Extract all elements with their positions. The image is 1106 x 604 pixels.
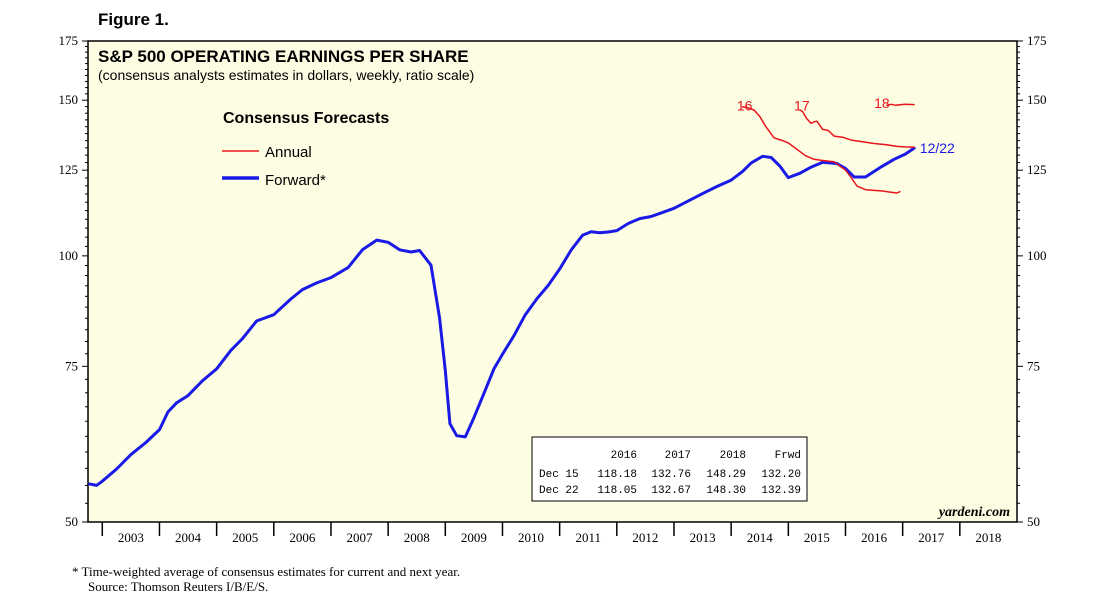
y-tick-label-left: 50 xyxy=(65,514,78,529)
source-credit: yardeni.com xyxy=(937,505,1010,520)
y-tick-label-right: 50 xyxy=(1027,514,1040,529)
data-table-border xyxy=(531,436,808,502)
x-tick-label: 2004 xyxy=(175,530,202,545)
table-header-cell: 2017 xyxy=(665,450,691,462)
series-annotation: 16 xyxy=(737,97,753,113)
y-tick-label-left: 75 xyxy=(65,358,78,373)
x-tick-label: 2008 xyxy=(404,530,430,545)
series-annotation: 12/22 xyxy=(920,140,955,156)
y-tick-label-left: 150 xyxy=(59,92,79,107)
x-tick-label: 2010 xyxy=(518,530,544,545)
x-tick-label: 2006 xyxy=(289,530,316,545)
y-tick-label-right: 125 xyxy=(1027,162,1047,177)
table-cell: 148.29 xyxy=(706,469,746,481)
axes: 50 50 75 75 100 100 125 125 150 150 175 175 2003 2004… xyxy=(59,33,1047,545)
y-tick-label-left: 125 xyxy=(59,162,79,177)
chart-title: S&P 500 OPERATING EARNINGS PER SHARE xyxy=(98,47,469,66)
x-tick-label: 2011 xyxy=(575,530,601,545)
y-tick-label-right: 175 xyxy=(1027,33,1047,48)
x-tick-label: 2005 xyxy=(232,530,258,545)
y-tick-label-right: 100 xyxy=(1027,248,1047,263)
annual-series-line-17 xyxy=(799,109,915,148)
footnote: * Time-weighted average of consensus est… xyxy=(72,564,460,594)
y-tick-label-right: 75 xyxy=(1027,358,1040,373)
legend-label-forward: Forward* xyxy=(265,172,326,189)
annotations: 16 17 18 12/22 xyxy=(737,95,955,156)
x-tick-label: 2016 xyxy=(861,530,888,545)
series-lines xyxy=(88,103,916,487)
table-cell: 118.05 xyxy=(597,485,637,497)
x-tick-label: 2003 xyxy=(118,530,144,545)
table-row-label: Dec 22 xyxy=(539,485,579,497)
table-cell: 132.76 xyxy=(651,469,691,481)
annual-series-line-16 xyxy=(741,106,901,194)
table-cell: 148.30 xyxy=(706,485,746,497)
table-cell: 132.39 xyxy=(761,485,801,497)
footnote-line: * Time-weighted average of consensus est… xyxy=(72,564,461,579)
y-tick-label-left: 100 xyxy=(59,248,79,263)
legend-label-annual: Annual xyxy=(265,144,312,161)
x-tick-label: 2013 xyxy=(690,530,716,545)
x-tick-label: 2009 xyxy=(461,530,487,545)
source-line: Source: Thomson Reuters I/B/E/S. xyxy=(88,579,269,594)
table-cell: 132.20 xyxy=(761,469,801,481)
table-cell: 118.18 xyxy=(597,469,637,481)
table-cell: 132.67 xyxy=(651,485,691,497)
y-tick-label-left: 175 xyxy=(59,33,79,48)
table-row-label: Dec 15 xyxy=(539,469,579,481)
chart-subtitle: (consensus analysts estimates in dollars… xyxy=(98,67,474,83)
table-header-cell: 2018 xyxy=(720,450,746,462)
figure-label: Figure 1. xyxy=(98,10,169,29)
series-annotation: 18 xyxy=(874,95,890,111)
x-tick-label: 2015 xyxy=(804,530,830,545)
legend-title: Consensus Forecasts xyxy=(223,110,389,127)
series-annotation: 17 xyxy=(794,97,810,113)
x-tick-label: 2007 xyxy=(347,530,374,545)
table-header-cell: Frwd xyxy=(775,450,801,462)
table-header-cell: 2016 xyxy=(611,450,637,462)
x-tick-label: 2018 xyxy=(975,530,1001,545)
y-tick-label-right: 150 xyxy=(1027,92,1047,107)
x-tick-label: 2014 xyxy=(747,530,774,545)
forward-series-line xyxy=(88,146,916,487)
data-table: 2016 2017 2018 Frwd Dec 15 118.18 132.76… xyxy=(531,436,808,502)
annual-series-line-18 xyxy=(885,103,915,107)
x-tick-label: 2012 xyxy=(632,530,658,545)
x-tick-label: 2017 xyxy=(918,530,945,545)
